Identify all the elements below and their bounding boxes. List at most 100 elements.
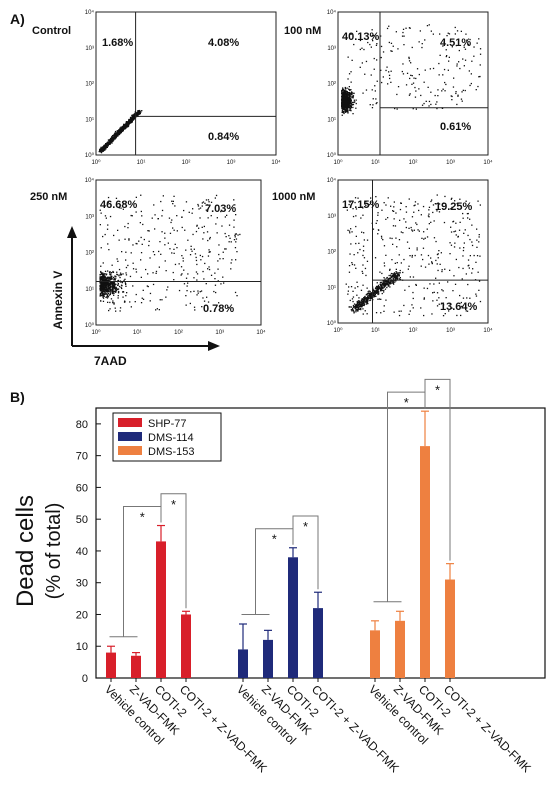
event-dot — [381, 289, 383, 292]
event-dot — [367, 291, 369, 293]
event-dot — [101, 279, 103, 281]
event-dot — [396, 278, 398, 280]
event-dot — [121, 127, 123, 129]
event-dot — [361, 270, 363, 273]
event-dot — [392, 278, 394, 280]
event-dot — [176, 247, 178, 249]
event-dot — [346, 99, 348, 101]
event-dot — [351, 231, 353, 233]
event-dot — [347, 94, 350, 96]
event-dot — [475, 89, 477, 91]
event-dot — [467, 212, 469, 215]
event-dot — [435, 259, 437, 262]
event-dot — [363, 297, 365, 299]
event-dot — [147, 285, 149, 288]
y-tick-label: 10² — [327, 250, 336, 256]
event-dot — [132, 285, 134, 287]
event-dot — [357, 252, 359, 254]
event-dot — [356, 303, 359, 305]
event-dot — [367, 41, 369, 44]
event-dot — [99, 224, 101, 226]
event-dot — [469, 255, 471, 257]
event-dot — [100, 146, 102, 148]
event-dot — [381, 272, 383, 275]
event-dot — [351, 103, 354, 106]
event-dot — [125, 283, 127, 286]
event-dot — [341, 95, 343, 97]
event-dot — [117, 133, 119, 135]
event-dot — [125, 274, 128, 276]
event-dot — [127, 264, 129, 267]
event-dot — [379, 271, 381, 273]
event-dot — [185, 304, 187, 306]
event-dot — [196, 273, 199, 275]
y-tick-label: 10³ — [85, 46, 94, 52]
bar — [288, 557, 298, 678]
event-dot — [105, 277, 108, 279]
panel-a-label: A) — [10, 11, 25, 27]
event-dot — [139, 222, 141, 224]
event-dot — [343, 112, 345, 115]
event-dot — [350, 81, 352, 83]
event-dot — [199, 291, 201, 293]
event-dot — [385, 281, 388, 283]
event-dot — [426, 236, 429, 238]
event-dot — [235, 259, 237, 261]
event-dot — [349, 98, 351, 100]
event-dot — [185, 295, 187, 297]
y-tick-label: 70 — [76, 451, 88, 463]
event-dot — [114, 290, 116, 292]
quadrant-lower-right-value: 0.61% — [440, 121, 471, 133]
event-dot — [451, 99, 453, 101]
event-dot — [104, 270, 107, 272]
event-dot — [341, 89, 343, 92]
event-dot — [385, 218, 387, 220]
event-dot — [100, 148, 102, 150]
event-dot — [476, 228, 478, 230]
event-dot — [473, 55, 475, 57]
event-dot — [106, 282, 108, 284]
event-dot — [140, 194, 142, 196]
event-dot — [388, 277, 390, 280]
event-dot — [389, 269, 391, 271]
event-dot — [355, 309, 357, 312]
event-dot — [117, 131, 119, 133]
event-dot — [153, 254, 156, 256]
legend-label: DMS-153 — [148, 446, 194, 458]
event-dot — [478, 289, 480, 291]
event-dot — [341, 91, 343, 93]
event-dot — [415, 90, 417, 92]
significance-bracket: * — [373, 391, 426, 603]
event-dot — [117, 130, 119, 132]
event-dot — [111, 291, 114, 293]
quadrant-lower-right-value: 0.84% — [208, 131, 239, 143]
event-dot — [379, 283, 381, 285]
event-dot — [357, 308, 359, 310]
axis-arrows — [67, 226, 220, 351]
event-dot — [133, 116, 135, 118]
bracket-line — [424, 378, 451, 561]
event-dot — [363, 48, 365, 51]
x-tick-label: 10¹ — [371, 160, 380, 166]
event-dot — [381, 81, 383, 84]
event-dot — [106, 146, 108, 148]
event-dot — [377, 212, 379, 214]
event-dot — [415, 283, 417, 286]
event-dot — [100, 289, 103, 292]
event-dot — [428, 216, 430, 218]
event-dot — [477, 200, 479, 202]
event-dot — [370, 296, 372, 298]
event-dot — [121, 281, 123, 284]
event-dot — [341, 114, 343, 116]
event-dot — [380, 298, 382, 300]
event-dot — [348, 106, 351, 108]
event-dot — [102, 294, 105, 296]
event-dot — [105, 146, 107, 148]
event-dot — [357, 302, 359, 304]
event-dot — [354, 201, 356, 204]
event-dot — [106, 228, 109, 230]
event-dot — [416, 249, 418, 251]
event-dot — [455, 92, 457, 95]
event-dot — [122, 126, 124, 128]
event-dot — [431, 313, 433, 315]
